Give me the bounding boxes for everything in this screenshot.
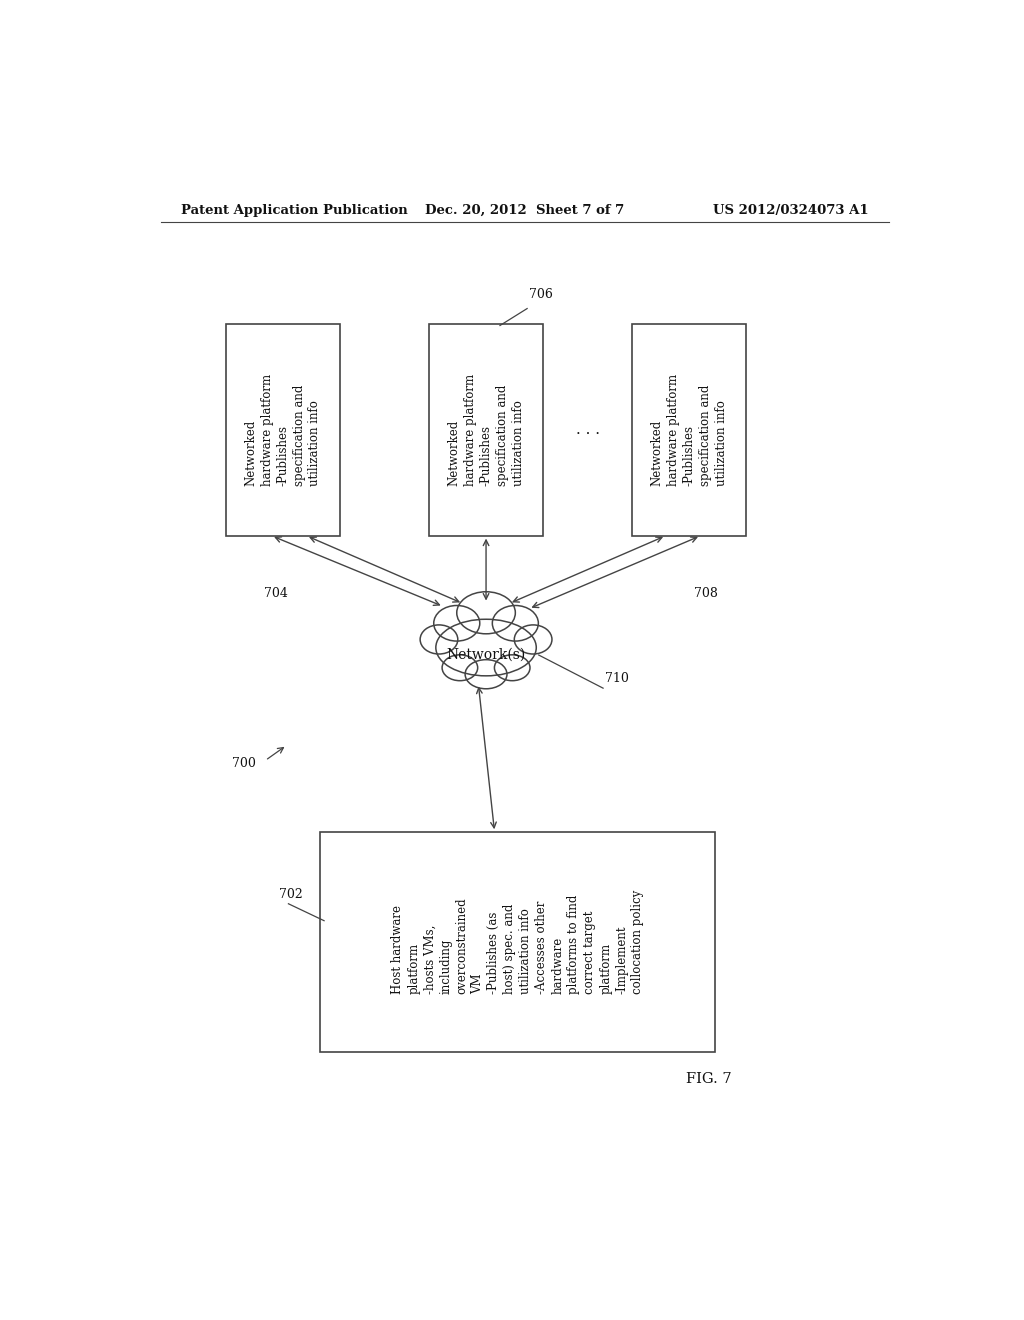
Text: US 2012/0324073 A1: US 2012/0324073 A1 — [714, 205, 869, 218]
Ellipse shape — [434, 606, 480, 642]
Text: . . .: . . . — [575, 422, 600, 437]
Ellipse shape — [436, 619, 537, 676]
Text: Patent Application Publication: Patent Application Publication — [180, 205, 408, 218]
Ellipse shape — [465, 660, 507, 689]
Ellipse shape — [493, 606, 539, 642]
Text: Network(s): Network(s) — [446, 648, 525, 663]
Bar — [321, 832, 716, 1052]
Text: FIG. 7: FIG. 7 — [686, 1072, 731, 1085]
Bar — [429, 323, 544, 536]
Bar — [632, 323, 746, 536]
Ellipse shape — [420, 624, 458, 653]
Text: 702: 702 — [280, 887, 303, 900]
Text: 710: 710 — [604, 672, 629, 685]
Text: 708: 708 — [693, 587, 718, 601]
Text: 706: 706 — [528, 288, 553, 301]
Text: 704: 704 — [263, 587, 288, 601]
Ellipse shape — [442, 655, 477, 681]
Bar — [225, 323, 340, 536]
Ellipse shape — [495, 655, 530, 681]
Text: Networked
hardware platform
-Publishes
specification and
utilization info: Networked hardware platform -Publishes s… — [447, 374, 524, 486]
Text: Networked
hardware platform
-Publishes
specification and
utilization info: Networked hardware platform -Publishes s… — [245, 374, 322, 486]
Text: Networked
hardware platform
-Publishes
specification and
utilization info: Networked hardware platform -Publishes s… — [650, 374, 728, 486]
Ellipse shape — [457, 591, 515, 634]
Text: Dec. 20, 2012  Sheet 7 of 7: Dec. 20, 2012 Sheet 7 of 7 — [425, 205, 625, 218]
Text: Host hardware
platform
-hosts VMs,
including
overconstrained
VM
-Publishes (as
h: Host hardware platform -hosts VMs, inclu… — [391, 890, 644, 994]
Text: 700: 700 — [232, 756, 256, 770]
Ellipse shape — [514, 624, 552, 653]
